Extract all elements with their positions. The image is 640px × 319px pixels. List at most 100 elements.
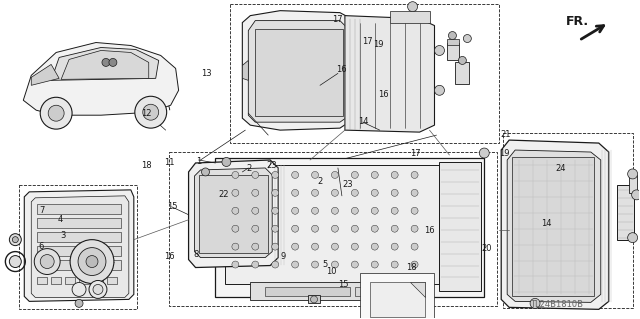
Circle shape: [435, 46, 444, 56]
Circle shape: [530, 298, 540, 308]
Circle shape: [391, 243, 398, 250]
Circle shape: [351, 207, 358, 214]
Circle shape: [272, 171, 278, 178]
Text: 18: 18: [406, 263, 417, 272]
Circle shape: [411, 261, 418, 268]
Bar: [169, 152, 497, 306]
Circle shape: [312, 243, 319, 250]
Circle shape: [252, 171, 259, 178]
Circle shape: [272, 207, 278, 214]
Circle shape: [48, 105, 64, 121]
Circle shape: [10, 234, 21, 246]
Circle shape: [232, 189, 239, 196]
Bar: [370, 282, 424, 317]
Text: 6: 6: [39, 242, 44, 251]
Bar: [355, 287, 404, 296]
Circle shape: [351, 171, 358, 178]
Polygon shape: [345, 16, 435, 132]
Text: 12: 12: [141, 109, 152, 118]
Bar: [51, 278, 61, 285]
Polygon shape: [189, 160, 278, 268]
Circle shape: [252, 243, 259, 250]
Circle shape: [332, 171, 339, 178]
Bar: [360, 272, 435, 319]
Bar: [19, 185, 137, 309]
Bar: [503, 133, 632, 308]
Text: 14: 14: [541, 219, 552, 227]
Circle shape: [12, 237, 19, 243]
Circle shape: [272, 189, 278, 196]
Circle shape: [435, 85, 444, 95]
Circle shape: [332, 261, 339, 268]
Circle shape: [332, 207, 339, 214]
Circle shape: [292, 207, 299, 214]
Text: 7: 7: [39, 206, 44, 215]
Text: 19: 19: [500, 149, 510, 158]
Circle shape: [292, 189, 299, 196]
Circle shape: [332, 189, 339, 196]
Circle shape: [222, 158, 231, 167]
Circle shape: [391, 225, 398, 232]
Circle shape: [458, 56, 467, 64]
Polygon shape: [195, 168, 272, 257]
Polygon shape: [61, 50, 148, 79]
Circle shape: [272, 243, 278, 250]
Circle shape: [411, 171, 418, 178]
Bar: [37, 218, 121, 228]
Circle shape: [391, 171, 398, 178]
Bar: [37, 232, 121, 241]
Bar: [225, 165, 440, 285]
Bar: [456, 63, 469, 84]
Bar: [308, 295, 320, 303]
Circle shape: [351, 189, 358, 196]
Circle shape: [102, 58, 110, 66]
Circle shape: [232, 171, 239, 178]
Circle shape: [449, 32, 456, 40]
Bar: [447, 39, 460, 45]
Bar: [37, 246, 121, 256]
Text: TL24B1810B: TL24B1810B: [531, 300, 584, 308]
Circle shape: [371, 225, 378, 232]
Bar: [440, 162, 481, 292]
Bar: [617, 185, 634, 240]
Text: 10: 10: [326, 267, 337, 276]
Circle shape: [312, 225, 319, 232]
Text: 17: 17: [410, 149, 421, 158]
Text: 17: 17: [362, 37, 372, 46]
Circle shape: [232, 225, 239, 232]
Bar: [79, 278, 89, 285]
Circle shape: [391, 207, 398, 214]
Text: 20: 20: [482, 244, 492, 253]
Circle shape: [292, 243, 299, 250]
Bar: [195, 165, 216, 210]
Circle shape: [232, 261, 239, 268]
Text: 15: 15: [167, 202, 177, 211]
Bar: [512, 157, 594, 296]
Circle shape: [628, 169, 637, 179]
Circle shape: [632, 190, 640, 200]
Text: 21: 21: [501, 130, 511, 138]
Text: 8: 8: [194, 250, 199, 259]
Circle shape: [75, 300, 83, 307]
Bar: [107, 278, 117, 285]
Circle shape: [292, 225, 299, 232]
Circle shape: [351, 225, 358, 232]
Circle shape: [143, 104, 159, 120]
Circle shape: [272, 261, 278, 268]
Circle shape: [232, 243, 239, 250]
Circle shape: [351, 261, 358, 268]
Polygon shape: [507, 150, 601, 302]
Circle shape: [463, 34, 471, 42]
Circle shape: [109, 58, 117, 66]
Polygon shape: [501, 140, 609, 309]
Text: 23: 23: [266, 161, 277, 170]
Circle shape: [292, 171, 299, 178]
Circle shape: [371, 189, 378, 196]
Text: 2: 2: [317, 177, 323, 186]
Bar: [37, 260, 121, 270]
Circle shape: [86, 256, 98, 268]
Circle shape: [232, 207, 239, 214]
Circle shape: [40, 255, 54, 269]
Circle shape: [332, 225, 339, 232]
Circle shape: [411, 189, 418, 196]
